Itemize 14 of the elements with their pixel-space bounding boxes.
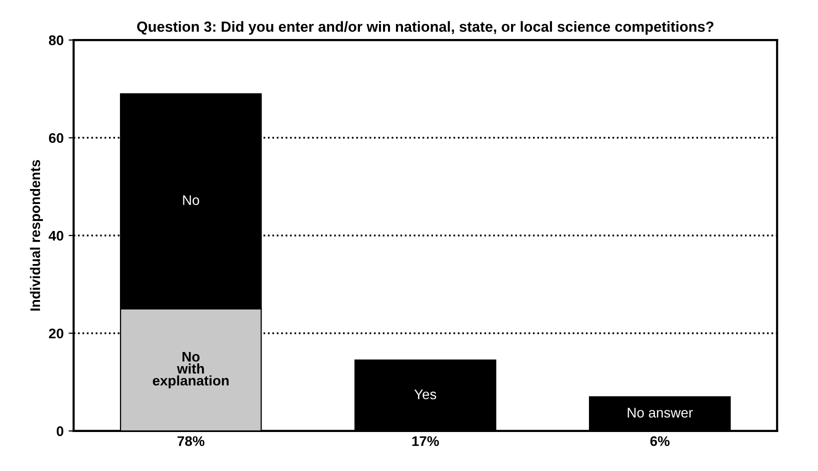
y-axis-title: Individual respondents: [30, 160, 43, 311]
y-tick-label: 0: [56, 426, 64, 436]
series-label: No: [183, 195, 200, 206]
y-tick-label: 60: [48, 133, 64, 143]
series-label: Yes: [414, 390, 436, 400]
x-tick-label: 78%: [178, 436, 204, 446]
series-label: No with explanation: [152, 352, 229, 388]
series-label: No answer: [628, 408, 693, 418]
x-tick-label: 6%: [650, 436, 670, 446]
chart-title: Question 3: Did you enter and/or win national, state, or local science competitions?: [137, 21, 714, 35]
x-tick-label: 17%: [412, 436, 439, 446]
y-tick-label: 20: [48, 328, 64, 338]
y-tick-label: 80: [48, 35, 64, 46]
y-tick-label: 40: [48, 230, 64, 241]
